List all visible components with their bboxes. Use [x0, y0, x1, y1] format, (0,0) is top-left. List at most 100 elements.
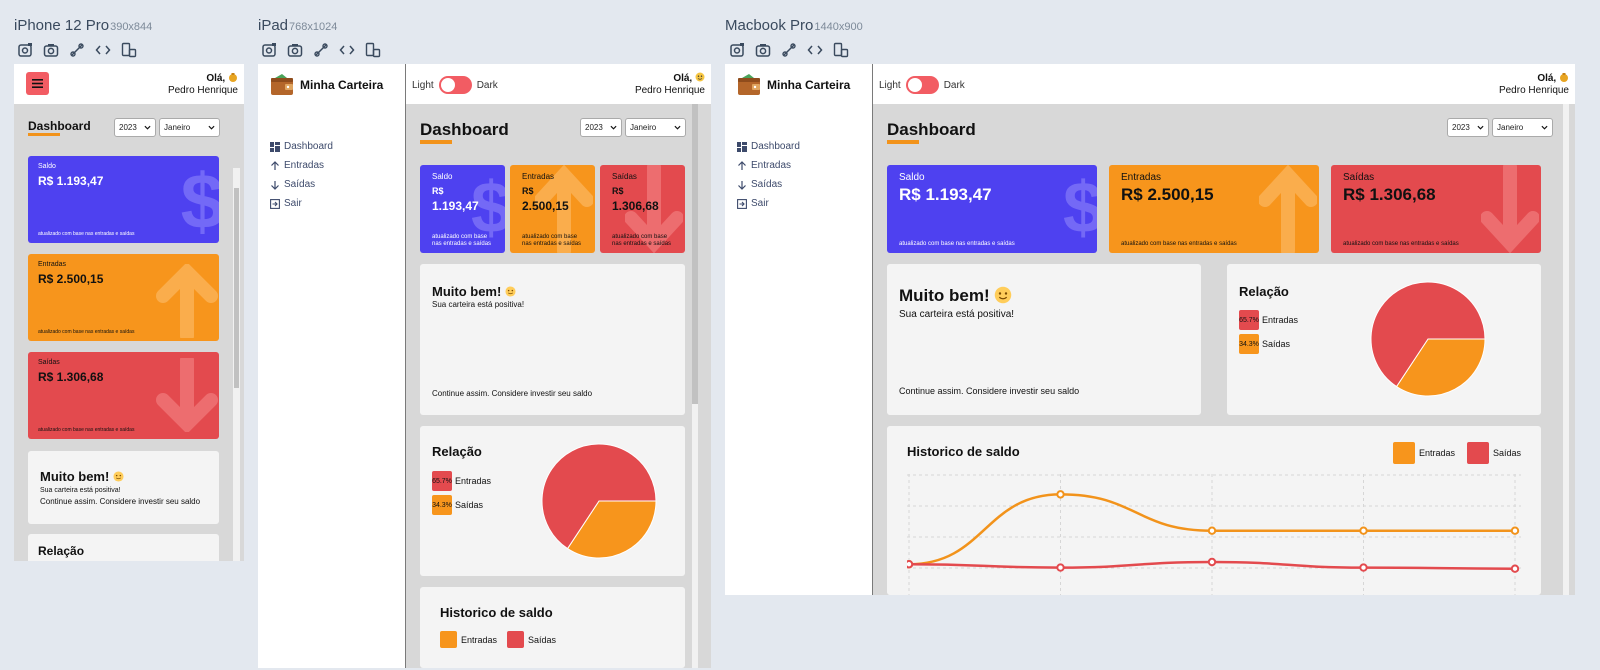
- smile-emoji-icon: [995, 286, 1012, 304]
- card-saldo: $ Saldo R$ 1.193,47 atualizado com base …: [28, 156, 219, 243]
- history-panel: Historico de saldo Entradas Saídas: [887, 426, 1541, 595]
- wave-emoji-icon: [695, 72, 705, 82]
- card-label: Saídas: [612, 172, 637, 181]
- menu-toggle-button[interactable]: [26, 72, 49, 95]
- rotate-icon[interactable]: [17, 42, 33, 58]
- legend-entradas: 65.7% Entradas: [432, 471, 491, 491]
- pie-slice-entradas: [541, 443, 657, 550]
- logo: Minha Carteira: [270, 74, 383, 96]
- card-value: R$ 1.193,47: [899, 185, 992, 204]
- theme-toggle[interactable]: [438, 76, 472, 94]
- card-footer: atualizado com base nas entradas e saídas: [432, 234, 492, 247]
- month-select[interactable]: Janeiro: [1492, 118, 1553, 137]
- scrollbar[interactable]: [692, 104, 698, 668]
- card-label: Entradas: [38, 261, 67, 268]
- data-point: [1359, 563, 1368, 572]
- rotate-icon[interactable]: [729, 42, 745, 58]
- sidebar-menu: Dashboard Entradas Saídas Sair: [270, 137, 333, 213]
- message-title: Muito bem!: [899, 286, 1012, 306]
- arrow-down-watermark-icon: [156, 358, 218, 432]
- relation-title: Relação: [1239, 284, 1289, 299]
- money-bag-icon: [228, 72, 238, 82]
- device-toolbar-macbook: [729, 42, 849, 58]
- code-icon[interactable]: [807, 42, 823, 58]
- arrow-down-icon: [270, 180, 280, 190]
- sidebar-item-entradas[interactable]: Entradas: [737, 156, 800, 175]
- touch-icon[interactable]: [313, 42, 329, 58]
- scroll-thumb[interactable]: [692, 104, 698, 404]
- card-value: R$ 1.306,68: [38, 370, 104, 384]
- layout-icon[interactable]: [833, 42, 849, 58]
- arrow-up-watermark-icon: [535, 165, 593, 253]
- card-footer: atualizado com base nas entradas e saída…: [38, 427, 135, 433]
- theme-switcher: Light Dark: [879, 76, 965, 94]
- wallet-icon: [270, 74, 294, 96]
- dashboard-icon: [270, 141, 280, 152]
- sidebar-item-saidas[interactable]: Saídas: [737, 175, 800, 194]
- theme-dark-label: Dark: [943, 79, 965, 91]
- relation-title: Relação: [432, 444, 482, 459]
- screenshot-icon[interactable]: [755, 42, 771, 58]
- theme-switcher: Light Dark: [412, 76, 498, 94]
- message-subtitle: Sua carteira está positiva!: [899, 309, 1015, 320]
- sidebar-item-dashboard[interactable]: Dashboard: [270, 137, 333, 156]
- header: Light Dark Olá, Pedro Henrique: [406, 64, 711, 104]
- scrollbar[interactable]: [233, 168, 240, 561]
- touch-icon[interactable]: [781, 42, 797, 58]
- card-value: 1.306,68: [612, 199, 659, 213]
- greeting-user: Pedro Henrique: [634, 85, 705, 96]
- scroll-thumb[interactable]: [234, 188, 239, 388]
- theme-dark-label: Dark: [476, 79, 498, 91]
- logo: Minha Carteira: [737, 74, 850, 96]
- data-point: [1359, 526, 1368, 535]
- theme-toggle[interactable]: [905, 76, 939, 94]
- layout-icon[interactable]: [121, 42, 137, 58]
- legend-swatch: 65.7%: [432, 471, 452, 491]
- device-label-iphone: iPhone 12 Pro390x844: [14, 17, 152, 34]
- legend-swatch-saidas: [507, 631, 525, 648]
- rotate-icon[interactable]: [261, 42, 277, 58]
- arrow-down-icon: [737, 180, 747, 190]
- smile-emoji-icon: [113, 471, 124, 482]
- card-value: 1.193,47: [432, 199, 479, 213]
- sidebar-item-saidas[interactable]: Saídas: [270, 175, 333, 194]
- ipad-screen: Minha Carteira Dashboard Entradas Saídas…: [258, 64, 711, 668]
- chevron-down-icon: [1477, 125, 1484, 130]
- month-select[interactable]: Janeiro: [625, 118, 686, 137]
- device-dim: 390x844: [110, 21, 153, 33]
- layout-icon[interactable]: [365, 42, 381, 58]
- history-legend: Entradas Saídas: [1392, 442, 1521, 464]
- screenshot-icon[interactable]: [287, 42, 303, 58]
- macbook-screen: Minha Carteira Dashboard Entradas Saídas…: [725, 64, 1575, 595]
- theme-light-label: Light: [412, 79, 434, 91]
- sidebar-item-sair[interactable]: Sair: [737, 194, 800, 213]
- message-subtitle: Sua carteira está positiva!: [432, 300, 525, 309]
- data-point: [1207, 526, 1217, 535]
- card-label: Saídas: [1343, 172, 1375, 183]
- sidebar-item-entradas[interactable]: Entradas: [270, 156, 333, 175]
- touch-icon[interactable]: [69, 42, 85, 58]
- arrow-up-watermark-icon: [1259, 165, 1317, 253]
- series-line-entradas: [908, 493, 1515, 566]
- year-select[interactable]: 2023: [114, 118, 156, 137]
- code-icon[interactable]: [95, 42, 111, 58]
- screenshot-icon[interactable]: [43, 42, 59, 58]
- relation-panel: Relação 65.7% Entradas 34.3% Saídas: [420, 426, 685, 576]
- money-bag-icon: [1559, 72, 1569, 82]
- year-select[interactable]: 2023: [580, 118, 622, 137]
- legend-saidas: 34.3% Saídas: [432, 495, 483, 515]
- chevron-down-icon: [610, 125, 617, 130]
- header: Light Dark Olá, Pedro Henrique: [873, 64, 1575, 104]
- card-label: Saídas: [38, 359, 60, 366]
- card-footer: atualizado com base nas entradas e saídas: [612, 234, 672, 247]
- year-select[interactable]: 2023: [1447, 118, 1489, 137]
- card-footer: atualizado com base nas entradas e saída…: [899, 241, 1015, 247]
- month-select[interactable]: Janeiro: [159, 118, 220, 137]
- code-icon[interactable]: [339, 42, 355, 58]
- device-name: iPhone 12 Pro: [14, 17, 110, 34]
- card-entradas: Entradas R$ 2.500,15 atualizado com base…: [1109, 165, 1319, 253]
- sidebar-item-dashboard[interactable]: Dashboard: [737, 137, 800, 156]
- sidebar-item-sair[interactable]: Sair: [270, 194, 333, 213]
- chevron-down-icon: [1541, 125, 1548, 130]
- device-toolbar-iphone: [17, 42, 137, 58]
